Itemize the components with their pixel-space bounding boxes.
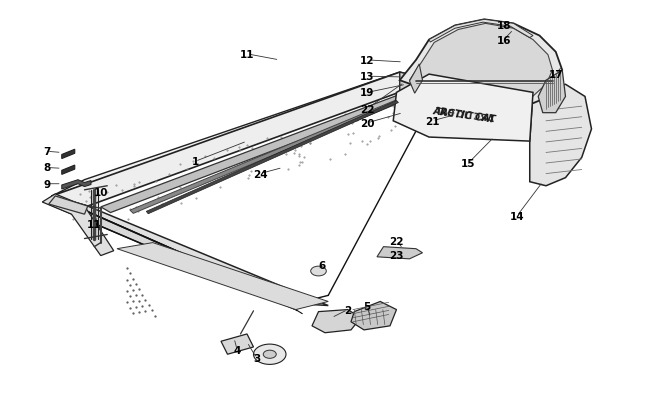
Text: 3: 3	[253, 354, 261, 363]
Text: 11: 11	[87, 220, 101, 230]
Polygon shape	[400, 73, 432, 101]
Circle shape	[263, 350, 276, 358]
Polygon shape	[62, 166, 75, 175]
Polygon shape	[101, 95, 410, 213]
Polygon shape	[538, 71, 566, 113]
Polygon shape	[52, 196, 328, 306]
Text: 6: 6	[318, 260, 326, 270]
Polygon shape	[146, 101, 398, 214]
Polygon shape	[62, 150, 75, 159]
Text: 14: 14	[510, 212, 524, 222]
Text: 16: 16	[497, 36, 511, 45]
Polygon shape	[130, 99, 403, 214]
Polygon shape	[49, 196, 296, 310]
Polygon shape	[52, 73, 400, 196]
Polygon shape	[42, 194, 114, 256]
Text: 10: 10	[94, 188, 108, 197]
Text: 7: 7	[43, 147, 51, 157]
Polygon shape	[377, 247, 423, 259]
Text: 21: 21	[425, 117, 439, 126]
Text: 22: 22	[389, 236, 404, 246]
Text: 15: 15	[461, 159, 475, 169]
Polygon shape	[410, 24, 552, 109]
Polygon shape	[52, 73, 432, 207]
Polygon shape	[400, 20, 562, 113]
Text: 23: 23	[389, 250, 404, 260]
Text: 12: 12	[360, 56, 374, 66]
Text: 1: 1	[191, 157, 199, 167]
Polygon shape	[530, 85, 592, 186]
Text: 19: 19	[360, 88, 374, 98]
Polygon shape	[312, 310, 361, 333]
Text: 17: 17	[549, 70, 563, 80]
Text: 13: 13	[360, 72, 374, 82]
Polygon shape	[393, 75, 533, 142]
Text: 4: 4	[233, 345, 241, 355]
Text: ARCTIC CAT: ARCTIC CAT	[433, 106, 497, 125]
Polygon shape	[351, 302, 396, 330]
Text: TAЭ ƆITƆЯA: TAЭ ƆITƆЯA	[435, 107, 495, 124]
Text: 20: 20	[360, 119, 374, 128]
Text: 11: 11	[240, 50, 254, 60]
Text: 18: 18	[497, 21, 511, 31]
Text: 8: 8	[43, 163, 51, 173]
Polygon shape	[62, 180, 91, 190]
Circle shape	[311, 266, 326, 276]
Text: 22: 22	[360, 104, 374, 114]
Text: 2: 2	[344, 305, 352, 315]
Polygon shape	[49, 196, 88, 215]
Text: 5: 5	[363, 301, 371, 311]
Polygon shape	[221, 334, 254, 354]
Text: 24: 24	[253, 169, 267, 179]
Polygon shape	[117, 243, 328, 310]
Polygon shape	[429, 20, 533, 43]
Text: 9: 9	[44, 179, 50, 189]
Polygon shape	[410, 65, 422, 94]
Circle shape	[254, 344, 286, 364]
